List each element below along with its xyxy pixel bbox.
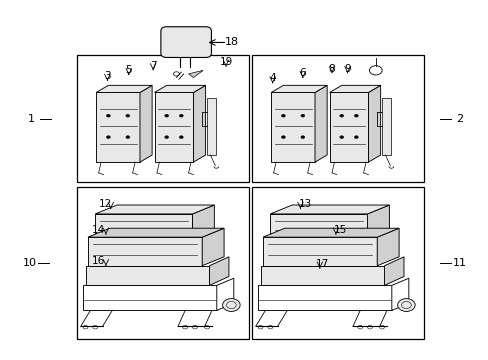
Polygon shape [188,70,203,77]
Circle shape [300,114,304,117]
Polygon shape [95,214,192,237]
Text: 15: 15 [333,225,346,235]
Polygon shape [193,85,205,162]
Bar [381,98,390,155]
Text: 11: 11 [451,258,466,268]
Circle shape [164,114,168,117]
Text: 6: 6 [299,68,305,78]
Circle shape [106,136,110,139]
Text: 19: 19 [219,57,232,67]
Polygon shape [192,205,214,237]
Polygon shape [368,85,380,162]
Polygon shape [367,205,388,237]
Polygon shape [263,237,376,266]
Polygon shape [95,205,214,214]
Circle shape [339,114,343,117]
Bar [77,55,249,182]
Polygon shape [270,214,367,237]
Circle shape [281,136,285,139]
Text: 4: 4 [269,73,275,83]
Text: 3: 3 [104,71,110,81]
Circle shape [354,136,358,139]
Polygon shape [329,93,368,162]
Polygon shape [96,85,152,93]
Polygon shape [154,93,193,162]
Polygon shape [260,266,384,285]
Polygon shape [263,228,398,237]
Polygon shape [140,85,152,162]
Polygon shape [96,93,140,162]
Polygon shape [83,285,216,310]
Polygon shape [384,257,403,285]
Text: 8: 8 [328,64,335,73]
Bar [251,55,424,182]
Bar [206,98,215,155]
Polygon shape [202,228,224,266]
Circle shape [281,114,285,117]
Polygon shape [329,85,380,93]
Circle shape [125,114,129,117]
Polygon shape [271,85,326,93]
Text: 12: 12 [99,199,112,209]
Circle shape [179,114,183,117]
Text: 18: 18 [225,37,239,48]
Text: 7: 7 [149,61,156,71]
Polygon shape [271,93,314,162]
Polygon shape [314,85,326,162]
Polygon shape [88,237,202,266]
Text: 5: 5 [125,65,132,75]
Polygon shape [391,278,408,310]
Text: 1: 1 [28,113,35,123]
Circle shape [397,298,414,311]
Text: 10: 10 [22,258,37,268]
Circle shape [222,298,240,311]
Circle shape [354,114,358,117]
Text: 17: 17 [315,259,328,269]
Bar [251,187,424,339]
FancyBboxPatch shape [161,27,211,58]
Circle shape [106,114,110,117]
Polygon shape [88,228,224,237]
Text: 13: 13 [298,199,311,209]
Text: 14: 14 [92,225,105,235]
Circle shape [179,136,183,139]
Polygon shape [376,228,398,266]
Circle shape [164,136,168,139]
Polygon shape [270,205,388,214]
Text: 9: 9 [344,64,350,73]
Polygon shape [154,85,205,93]
Text: 16: 16 [92,256,105,266]
Polygon shape [258,285,391,310]
Circle shape [339,136,343,139]
Circle shape [300,136,304,139]
Circle shape [125,136,129,139]
Bar [77,187,249,339]
Polygon shape [209,257,228,285]
Text: 2: 2 [455,113,462,123]
Polygon shape [216,278,233,310]
Polygon shape [85,266,209,285]
